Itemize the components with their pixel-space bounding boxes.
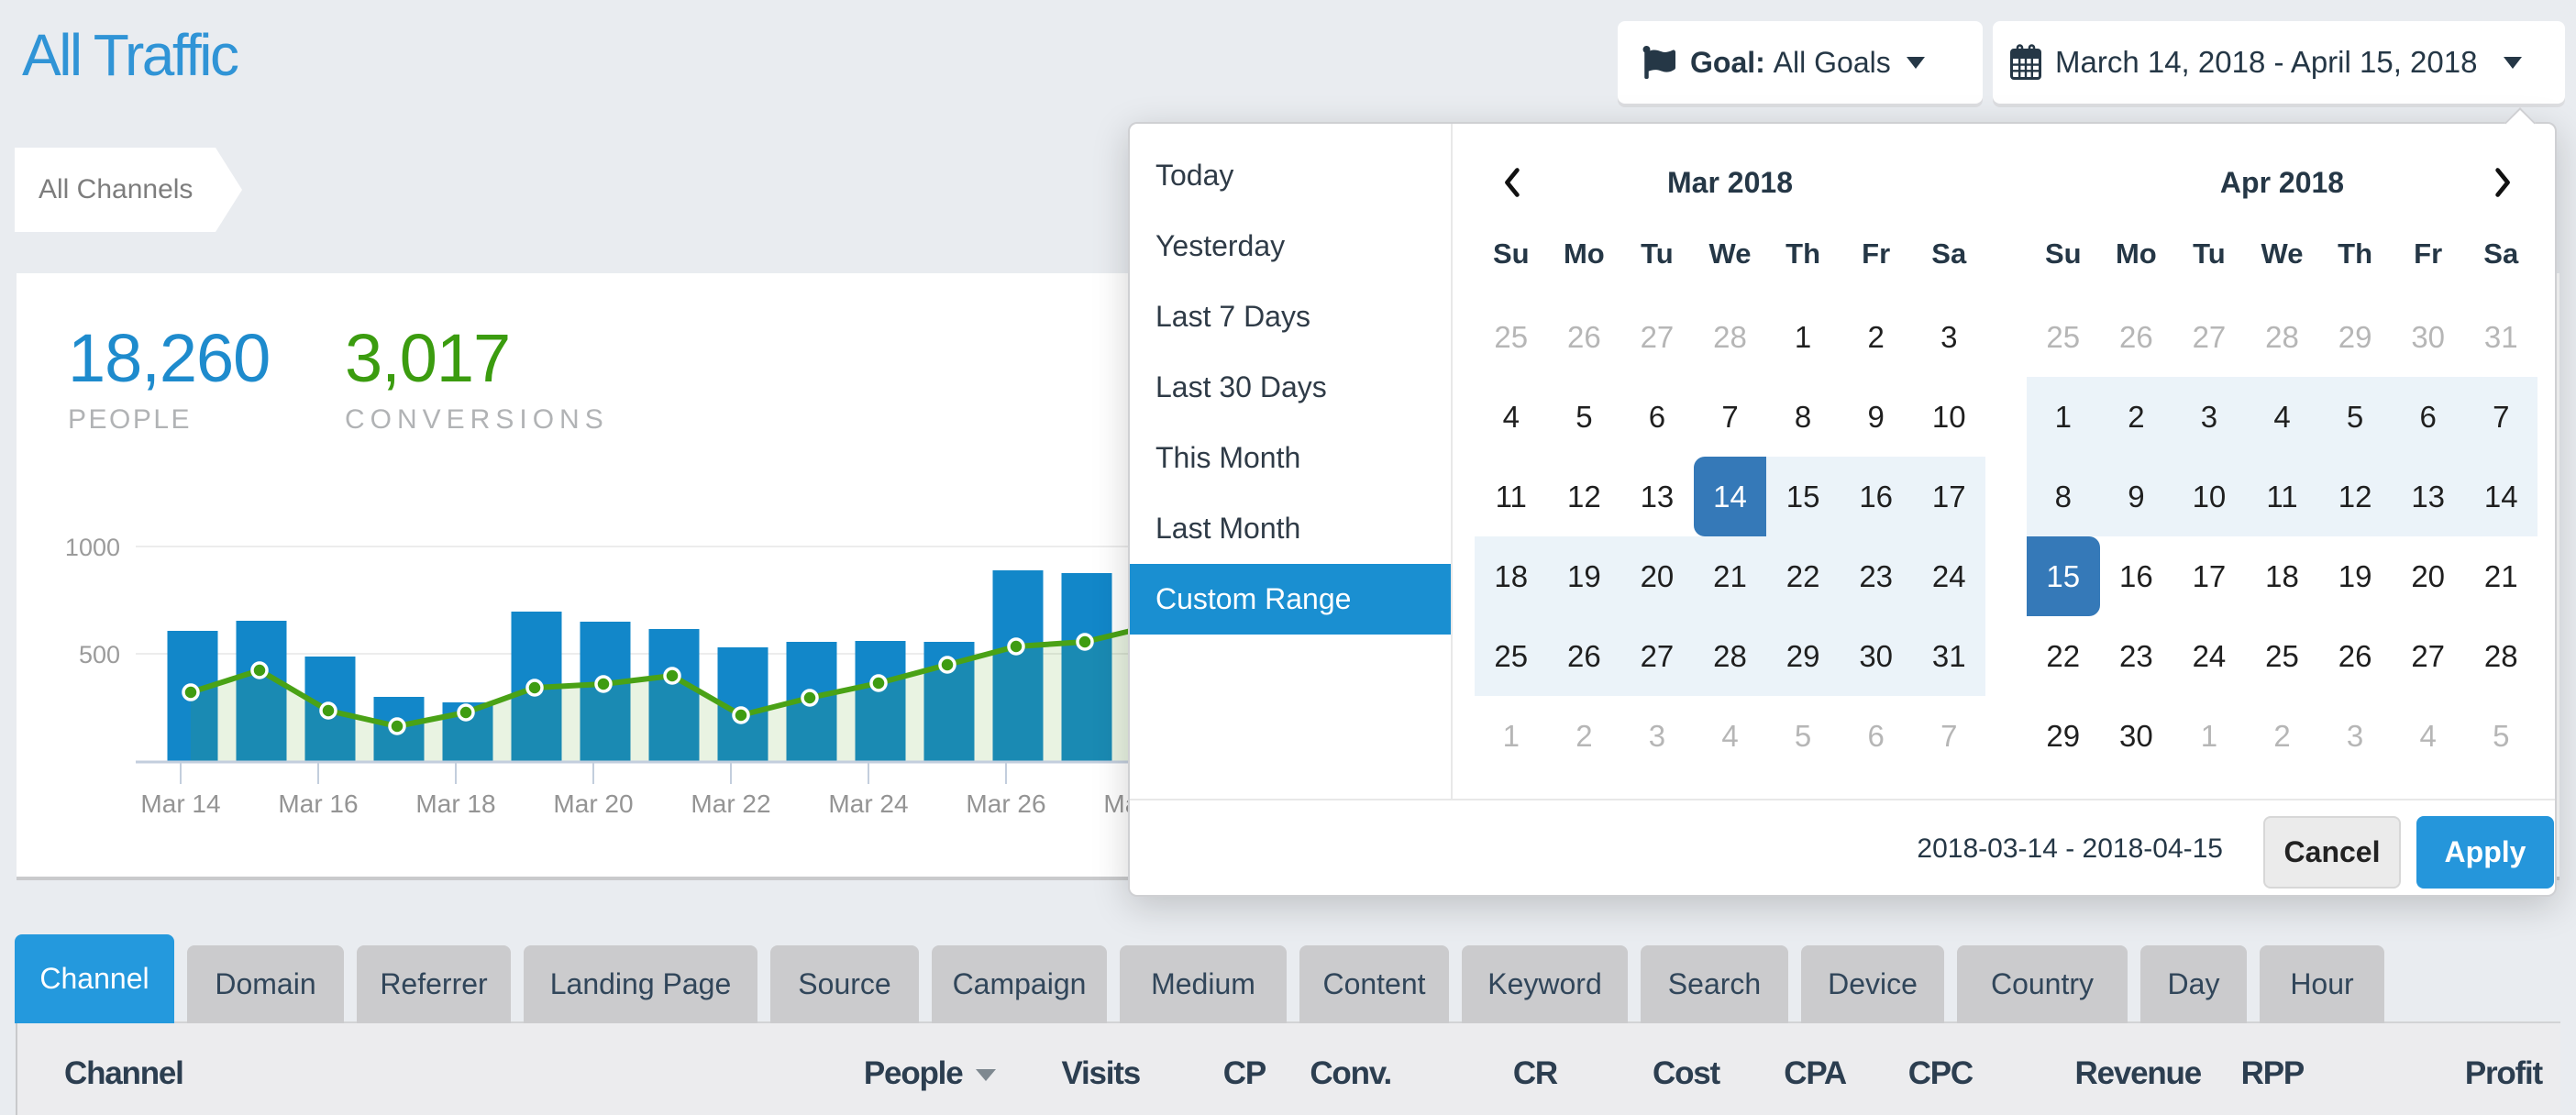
svg-text:Mar 26: Mar 26 [966,789,1045,818]
svg-text:Mar 18: Mar 18 [415,789,495,818]
svg-text:500: 500 [79,641,120,668]
svg-text:Mar 24: Mar 24 [828,789,908,818]
svg-text:Mar 22: Mar 22 [691,789,770,818]
svg-text:Mar 16: Mar 16 [278,789,358,818]
svg-text:Mar 14: Mar 14 [140,789,220,818]
svg-text:Mar 20: Mar 20 [553,789,633,818]
svg-text:1000: 1000 [65,534,120,561]
